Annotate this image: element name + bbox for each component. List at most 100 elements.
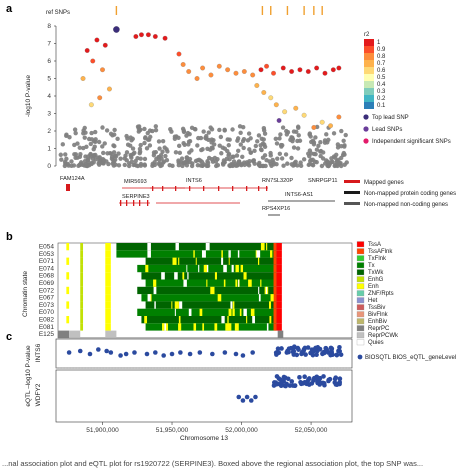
snp-point: [88, 102, 94, 108]
ref-snps-track: [115, 6, 323, 15]
snp-point: [90, 58, 96, 64]
gene-serpine3: [119, 200, 150, 206]
chromatin-cell: [198, 264, 200, 273]
gene-legend-label: Non-mapped protein coding genes: [364, 191, 456, 197]
background-snp: [226, 143, 231, 148]
eqtl-point-ints6: [66, 350, 72, 355]
snp-point: [107, 86, 112, 92]
background-snp: [138, 127, 143, 133]
background-snp: [126, 161, 132, 166]
background-snp: [96, 155, 101, 160]
snp-point: [102, 42, 108, 48]
background-snp: [123, 153, 128, 158]
chromatin-cell: [270, 250, 273, 258]
background-snp: [291, 145, 297, 150]
background-snp: [104, 159, 109, 164]
background-snp: [313, 135, 318, 140]
eqtl-point-wdfy2: [236, 394, 242, 400]
background-snp: [307, 132, 312, 137]
chromatin-cell: [186, 264, 188, 273]
background-snp: [227, 137, 232, 142]
state-label: TxFlnk: [368, 256, 387, 262]
background-snp: [71, 163, 77, 168]
chromatin-cell: [201, 250, 206, 258]
chromatin-state-legend: TssATssAFlnkTxFlnkTxTxWkEnhGEnhZNF/RptsH…: [356, 241, 399, 346]
chromatin-cell: [269, 316, 272, 324]
chromatin-cell: [210, 286, 215, 295]
chromatin-cell: [276, 308, 282, 316]
chromatin-cell: [66, 301, 70, 309]
background-snp: [162, 145, 167, 150]
chromatin-cell: [273, 279, 277, 287]
state-swatch: [356, 318, 365, 325]
background-snp: [83, 130, 88, 135]
state-label: EnhBiv: [368, 319, 387, 325]
chromatin-cell: [80, 250, 84, 258]
chromatin-cell: [179, 301, 183, 309]
chromatin-cell: [161, 272, 165, 280]
background-snp: [279, 156, 285, 161]
chromatin-cell: [239, 308, 242, 316]
ref-snp-mark: [261, 6, 264, 15]
chromatin-cell: [144, 316, 148, 324]
background-snp: [193, 158, 199, 164]
background-snp: [195, 163, 201, 168]
ref-snp-mark: [313, 6, 315, 15]
chromatin-cell: [273, 250, 277, 258]
eqtl-point-wdfy2: [284, 381, 289, 387]
r2-swatch: [364, 67, 374, 74]
chromatin-row-label: E067: [39, 295, 55, 302]
chromatin-cell: [66, 286, 70, 295]
chromatin-cell: [145, 257, 277, 265]
chromatin-cell: [178, 316, 181, 324]
snp-point: [133, 34, 139, 39]
gene-legend-swatch: [344, 180, 360, 183]
chromatin-cell: [80, 301, 84, 309]
background-snp: [96, 139, 102, 145]
snp-point: [322, 70, 328, 76]
state-swatch: [356, 248, 365, 255]
snp-point: [301, 112, 307, 118]
eqtl-point-wdfy2: [274, 374, 280, 379]
chromatin-cell: [80, 286, 84, 295]
chromatin-row-label: E070: [39, 309, 55, 316]
chromatin-row-label: E081: [39, 324, 55, 331]
background-snp: [157, 146, 162, 151]
eqtl-point-wdfy2: [297, 375, 302, 380]
eqtl-point-ints6: [303, 352, 308, 357]
ref-snps-label: ref SNPs: [46, 10, 70, 16]
background-snp: [238, 130, 243, 135]
r2-tick-label: 0.7: [377, 61, 386, 67]
background-snp: [72, 152, 77, 157]
r2-swatch: [364, 95, 374, 102]
background-snp: [112, 127, 117, 133]
chromatin-cell: [276, 250, 282, 258]
background-snp: [59, 157, 64, 162]
background-snp: [113, 162, 118, 167]
chromatin-cell: [230, 301, 233, 309]
eqtl-point-ints6: [279, 346, 284, 351]
background-snp: [284, 132, 290, 137]
eqtl-point-ints6: [123, 351, 129, 357]
snp-legend-swatch: [363, 126, 369, 132]
chromatin-cell: [66, 257, 70, 265]
state-label: Het: [368, 298, 378, 304]
chromatin-row-label: E072: [39, 287, 55, 294]
chromatin-cell: [221, 250, 223, 258]
background-snp: [150, 128, 155, 134]
background-snp: [133, 158, 138, 164]
background-snp: [219, 151, 224, 156]
background-snp: [190, 161, 195, 166]
eqtl-point-wdfy2: [289, 379, 295, 384]
chromatin-cell: [116, 250, 277, 258]
x-tick-label: 51,950,000: [156, 427, 189, 434]
background-snp: [339, 128, 344, 134]
background-snp: [82, 158, 88, 164]
background-snp: [264, 157, 269, 163]
chromatin-cell: [105, 323, 111, 331]
background-snp: [212, 155, 218, 161]
background-snp: [234, 153, 240, 158]
background-snp: [297, 138, 303, 143]
eqtl-point-wdfy2: [274, 382, 279, 387]
snp-point: [293, 105, 299, 111]
